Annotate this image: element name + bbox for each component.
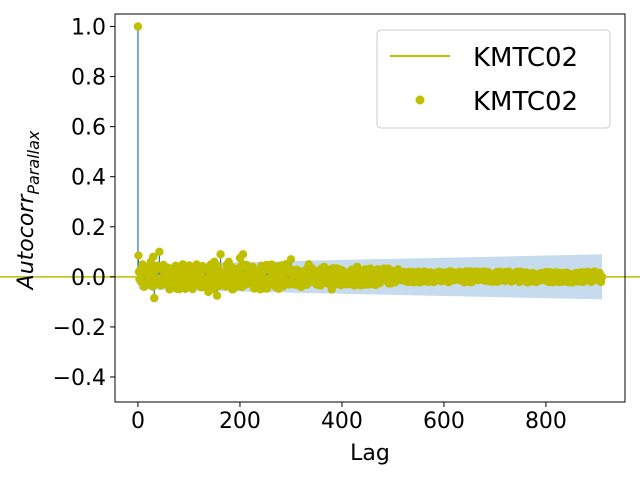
x-tick-label-400: 400 — [321, 409, 363, 434]
y-tick-label-4: 0.4 — [71, 166, 106, 191]
x-tick-label-200: 200 — [219, 409, 261, 434]
y-tick-label-3: 0.2 — [71, 216, 106, 241]
data-point-lag-30 — [149, 252, 158, 262]
data-point-lag-1 — [134, 251, 143, 260]
x-tick-label-600: 600 — [423, 409, 465, 434]
y-tick-label-2: 0.0 — [71, 266, 106, 291]
data-point-lag-155 — [212, 291, 222, 300]
y-tick-label-7: 1.0 — [71, 16, 106, 41]
data-point-lag-910 — [597, 272, 607, 282]
y-axis-label-subscript: Parallax — [24, 130, 43, 195]
legend-label-dot: KMTC02 — [473, 87, 578, 117]
data-point-lag-299 — [286, 266, 295, 275]
data-point-lag-206 — [238, 250, 248, 259]
y-tick-label-6: 0.8 — [71, 66, 106, 91]
legend: KMTC02 KMTC02 — [376, 29, 611, 129]
data-point-lag-32 — [150, 293, 159, 303]
legend-dot-marker — [415, 95, 425, 105]
data-point-lag-300 — [286, 255, 296, 264]
data-point-lag-162 — [216, 250, 225, 259]
x-tick-label-800: 800 — [525, 409, 567, 434]
data-point-lag-74 — [171, 261, 180, 270]
data-point-lag-42 — [155, 247, 164, 257]
y-tick-label-5: 0.6 — [71, 116, 106, 141]
y-axis-label: AutocorrParallax — [14, 130, 43, 291]
x-axis-ticks: 0 200 400 600 800 — [131, 402, 567, 434]
y-tick-label-0: −0.4 — [53, 366, 106, 391]
y-axis-ticks: −0.4 −0.2 0.0 0.2 0.4 0.6 0.8 1.0 — [53, 16, 115, 391]
data-point-lag-0 — [133, 22, 143, 31]
plot-area-frame — [114, 13, 626, 403]
legend-box — [376, 29, 611, 129]
x-tick-label-0: 0 — [131, 409, 145, 434]
y-tick-label-1: −0.2 — [53, 316, 106, 341]
y-axis-label-base: Autocorr — [14, 193, 39, 292]
legend-label-line: KMTC02 — [473, 43, 578, 73]
data-point-lag-359 — [316, 279, 326, 289]
data-point-layer — [133, 22, 607, 303]
x-axis-label: Lag — [350, 441, 390, 466]
